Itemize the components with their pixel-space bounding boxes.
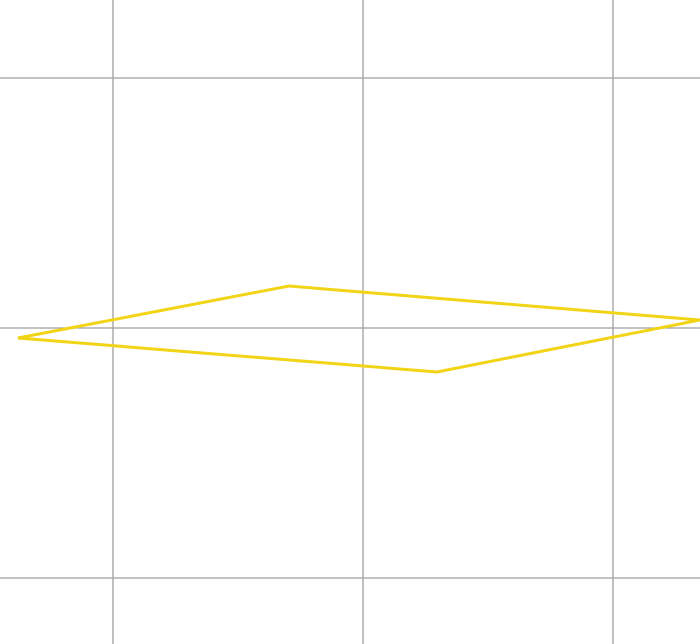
quadrilateral-shape[interactable] [17, 284, 700, 374]
